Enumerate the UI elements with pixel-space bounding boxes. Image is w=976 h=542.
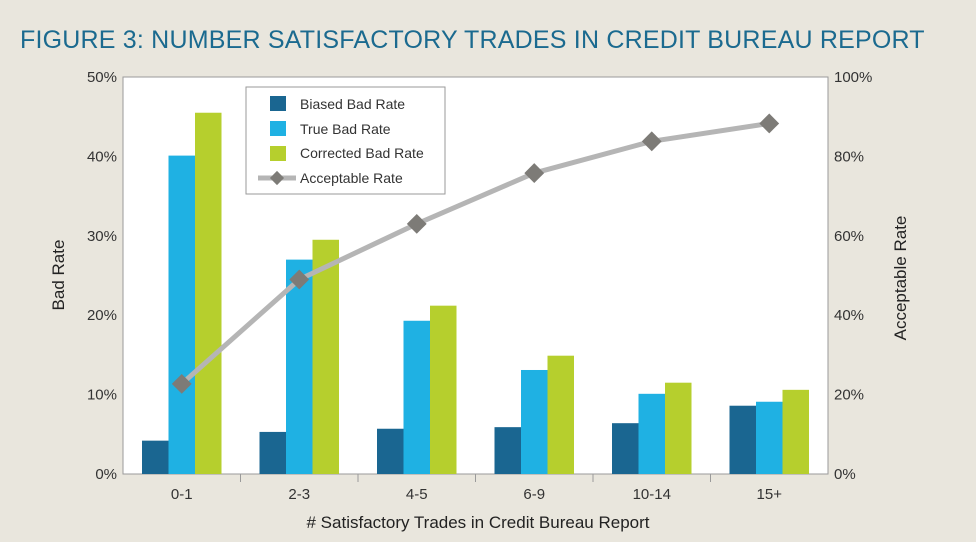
bar — [665, 382, 692, 474]
x-tick-label: 10-14 — [633, 486, 671, 503]
series-line — [180, 120, 770, 386]
bar — [782, 389, 809, 474]
bar — [403, 320, 430, 474]
y2-tick-label: 80% — [834, 148, 864, 165]
axis-tick-labels: 0% 10% 20% 30% 40% 50% 0% 20% 40% 60% 80% 100% 0-1 2-… — [87, 69, 872, 503]
y-tick-label: 0% — [95, 466, 117, 483]
bar — [142, 440, 169, 474]
line-marker — [406, 213, 427, 234]
bar — [195, 112, 222, 474]
x-tick-label: 2-3 — [288, 486, 310, 503]
y-tick-label: 20% — [87, 307, 117, 324]
x-axis-ticks — [240, 474, 711, 482]
y2-tick-label: 100% — [834, 69, 872, 86]
line-marker — [171, 373, 192, 394]
legend-label-true: True Bad Rate — [300, 121, 391, 137]
y2-axis-title: Acceptable Rate — [891, 216, 910, 341]
y-tick-label: 40% — [87, 148, 117, 165]
y-tick-label: 10% — [87, 387, 117, 404]
bar — [547, 355, 574, 474]
legend-label-acceptable: Acceptable Rate — [300, 170, 403, 186]
bar — [312, 239, 339, 474]
bars — [142, 112, 809, 474]
legend-swatch-true — [270, 121, 286, 136]
bar — [612, 423, 639, 474]
y-axis-title: Bad Rate — [49, 240, 68, 311]
x-tick-label: 4-5 — [406, 486, 428, 503]
y2-tick-label: 60% — [834, 228, 864, 245]
bar — [729, 405, 756, 474]
bar — [638, 393, 665, 474]
line-marker — [289, 269, 310, 290]
x-tick-label: 15+ — [757, 486, 783, 503]
plot-area — [122, 76, 829, 475]
bar — [521, 369, 548, 474]
bar — [259, 431, 286, 474]
bar — [756, 401, 783, 474]
x-axis-title: # Satisfactory Trades in Credit Bureau R… — [307, 513, 650, 532]
bar — [286, 259, 313, 474]
y-tick-label: 50% — [87, 69, 117, 86]
y2-tick-label: 0% — [834, 466, 856, 483]
x-tick-label: 0-1 — [171, 486, 193, 503]
bar — [377, 428, 404, 474]
legend-label-corrected: Corrected Bad Rate — [300, 145, 424, 161]
acceptable-rate-line — [171, 113, 780, 394]
bar — [430, 305, 457, 474]
bar — [168, 155, 195, 474]
legend: Biased Bad Rate True Bad Rate Corrected … — [245, 86, 446, 195]
legend-marker-acceptable — [269, 170, 285, 186]
bar — [494, 427, 521, 474]
legend-swatch-corrected — [270, 146, 286, 161]
y2-tick-label: 40% — [834, 307, 864, 324]
y-tick-label: 30% — [87, 228, 117, 245]
legend-swatch-biased — [270, 96, 286, 111]
y2-tick-label: 20% — [834, 387, 864, 404]
chart-title: FIGURE 3: NUMBER SATISFACTORY TRADES IN … — [20, 26, 925, 54]
x-tick-label: 6-9 — [523, 486, 545, 503]
legend-label-biased: Biased Bad Rate — [300, 96, 405, 112]
